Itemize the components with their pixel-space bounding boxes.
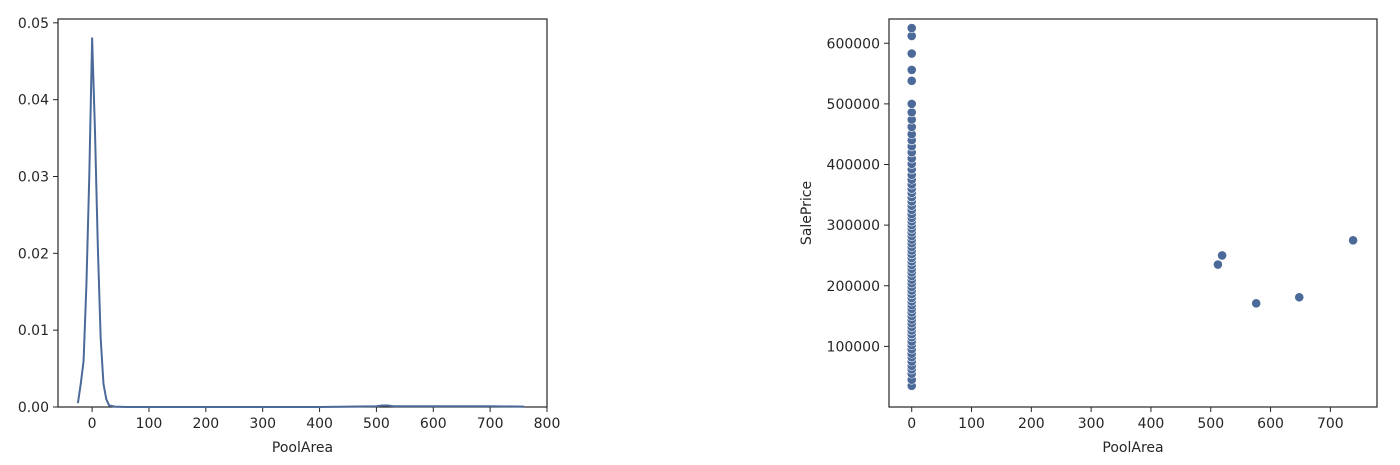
x-tick-label: 500	[1197, 416, 1224, 432]
x-tick-label: 400	[1138, 416, 1165, 432]
x-tick-label: 600	[420, 416, 447, 432]
x-tick-label: 300	[1078, 416, 1105, 432]
x-tick-label: 0	[907, 416, 916, 432]
plot-frame	[888, 18, 1378, 408]
scatter-plot: 0 100 200 300 400 500 600 700 100000 200000 300000…	[799, 18, 1378, 456]
x-tick-label: 0	[88, 416, 97, 432]
y-tick-label: 0.04	[18, 93, 49, 109]
x-tick-label: 700	[1317, 416, 1344, 432]
x-tick-label: 200	[192, 416, 219, 432]
y-tick-label: 0.00	[18, 400, 49, 416]
scatter-point	[1294, 292, 1305, 303]
scatter-point	[906, 48, 917, 59]
x-tick-label: 400	[306, 416, 333, 432]
x-tick-label: 700	[477, 416, 504, 432]
plot-frame	[57, 18, 548, 408]
scatter-point	[906, 75, 917, 86]
x-axis-title: PoolArea	[1102, 440, 1163, 456]
x-tick-label: 200	[1018, 416, 1045, 432]
scatter-point	[906, 65, 917, 75]
y-tick-label: 600000	[827, 36, 880, 52]
x-tick-label: 100	[958, 416, 985, 432]
y-tick-label: 0.02	[18, 246, 49, 262]
scatter-point	[906, 23, 917, 33]
y-tick-label: 100000	[827, 339, 880, 355]
scatter-point	[906, 107, 917, 118]
scatter-point	[1348, 235, 1358, 246]
y-tick-label: 0.01	[18, 323, 49, 339]
x-tick-label: 100	[136, 416, 163, 432]
y-tick-label: 0.03	[18, 170, 49, 186]
x-tick-label: 600	[1257, 416, 1284, 432]
y-axis-title: SalePrice	[799, 181, 815, 245]
density-line	[76, 37, 525, 408]
scatter-point	[1217, 250, 1228, 261]
density-plot: 0 100 200 300 400 500 600 700 800 0.00 0.01 0.02 0.0…	[18, 16, 561, 456]
scatter-point	[1213, 259, 1223, 270]
x-tick-label: 300	[249, 416, 276, 432]
scatter-point	[1251, 298, 1262, 309]
y-tick-label: 400000	[827, 158, 880, 174]
y-tick-label: 500000	[827, 97, 880, 113]
scatter-point	[906, 98, 917, 109]
x-tick-label: 800	[534, 416, 561, 432]
y-tick-label: 300000	[827, 218, 880, 234]
x-axis-title: PoolArea	[272, 440, 333, 456]
x-tick-label: 500	[363, 416, 390, 432]
y-tick-label: 200000	[827, 279, 880, 295]
y-tick-label: 0.05	[18, 16, 49, 32]
